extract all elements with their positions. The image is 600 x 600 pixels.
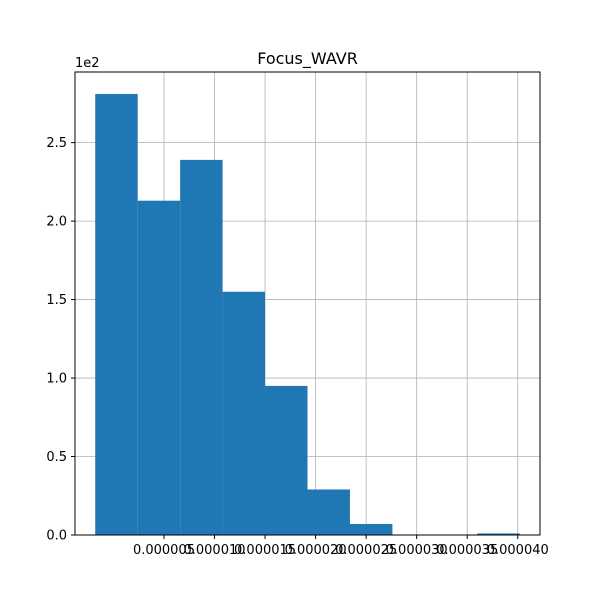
- y-tick-label: 1.0: [46, 372, 67, 387]
- histogram-bars: [95, 93, 520, 536]
- x-tick-label: 0.000040: [487, 543, 549, 558]
- y-tick-label: 2.5: [46, 136, 67, 151]
- plot-frame: [74, 71, 541, 536]
- x-tick-label: 0.000030: [386, 543, 448, 558]
- y-tick-label: 0.5: [46, 450, 67, 465]
- histogram-bar: [95, 93, 138, 536]
- histogram-bar: [265, 385, 308, 535]
- histogram-bar: [180, 159, 223, 535]
- y-tick-label: 2.0: [46, 215, 67, 230]
- x-axis-ticks: 0.0000050.0000100.0000150.0000200.000025…: [133, 535, 549, 558]
- x-tick-label: 0.000025: [335, 543, 397, 558]
- x-tick-label: 0.000005: [133, 543, 195, 558]
- x-tick-label: 0.000015: [234, 543, 296, 558]
- histogram-bar: [349, 524, 393, 535]
- y-tick-label: 1.5: [46, 293, 67, 308]
- y-axis-offset-label: 1e2: [75, 56, 100, 71]
- histogram-bar: [222, 291, 266, 535]
- x-tick-label: 0.000035: [436, 543, 498, 558]
- y-axis-ticks: 0.0 0.5 1.0 1.5 2.0 2.5: [46, 136, 75, 544]
- histogram-bar: [137, 200, 181, 535]
- histogram-bar: [477, 533, 520, 535]
- x-tick-label: 0.000020: [285, 543, 347, 558]
- x-tick-label: 0.000010: [183, 543, 245, 558]
- chart-title: Focus_WAVR: [257, 49, 358, 69]
- y-tick-label: 0.0: [46, 529, 67, 544]
- histogram-bar: [307, 489, 350, 535]
